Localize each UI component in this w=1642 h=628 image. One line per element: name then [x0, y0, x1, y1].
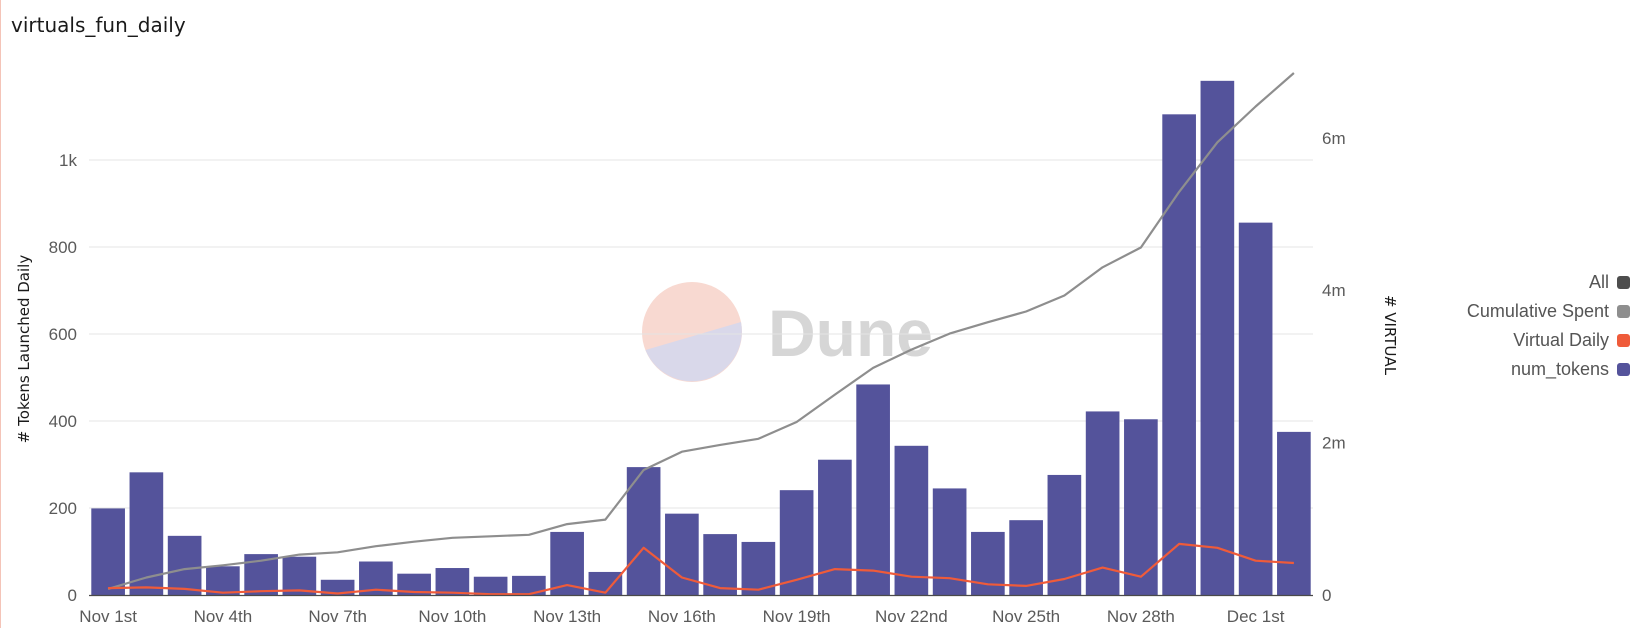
y2-tick-label: 6m — [1322, 129, 1346, 148]
x-tick-label: Nov 4th — [194, 607, 253, 626]
bar-num-tokens[interactable] — [1009, 520, 1043, 595]
bar-num-tokens[interactable] — [1124, 419, 1158, 595]
line-series — [107, 72, 1295, 596]
x-tick-label: Nov 1st — [79, 607, 137, 626]
legend-label: num_tokens — [1510, 359, 1609, 379]
bar-num-tokens[interactable] — [1085, 411, 1120, 595]
x-tick-label: Nov 22nd — [875, 607, 948, 626]
bar-num-tokens[interactable] — [167, 535, 202, 595]
bar-num-tokens[interactable] — [1277, 431, 1311, 595]
y2-tick-label: 4m — [1322, 281, 1346, 300]
y2-tick-label: 2m — [1322, 434, 1346, 453]
legend-item-virtual-daily[interactable]: Virtual Daily — [1467, 326, 1630, 355]
watermark-text: Dune — [768, 296, 933, 370]
bar-num-tokens[interactable] — [397, 573, 431, 595]
axes: 0 200 400 600 800 1k 0 2m 4m 6m Nov 1st Nov 4th Nov … — [15, 129, 1399, 626]
bar-num-tokens[interactable] — [91, 508, 125, 595]
bar-num-tokens[interactable] — [894, 445, 929, 595]
dune-watermark: Dune — [642, 282, 933, 382]
watermark-lower-half — [645, 322, 742, 382]
legend-label: All — [1588, 272, 1609, 292]
x-tick-label: Nov 16th — [648, 607, 716, 626]
x-tick-label: Nov 28th — [1107, 607, 1175, 626]
legend-swatch — [1617, 305, 1630, 318]
x-tick-label: Nov 25th — [992, 607, 1060, 626]
bar-num-tokens[interactable] — [206, 566, 240, 595]
x-tick-label: Nov 19th — [763, 607, 831, 626]
num-tokens-bars — [91, 80, 1311, 595]
bar-num-tokens[interactable] — [473, 576, 508, 595]
bar-num-tokens[interactable] — [1047, 474, 1082, 595]
y-tick-label: 400 — [49, 412, 77, 431]
bar-num-tokens[interactable] — [818, 459, 852, 595]
legend-label: Cumulative Spent — [1466, 301, 1609, 321]
grid-lines — [89, 159, 1313, 509]
bar-num-tokens[interactable] — [665, 513, 699, 595]
x-tick-label: Dec 1st — [1227, 607, 1285, 626]
bar-num-tokens[interactable] — [1200, 80, 1235, 595]
bar-num-tokens[interactable] — [626, 467, 661, 595]
bar-num-tokens[interactable] — [435, 568, 470, 595]
legend-swatch — [1617, 276, 1630, 289]
line-cumulative-spent[interactable] — [107, 72, 1295, 590]
line-virtual-daily[interactable] — [108, 542, 1294, 596]
left-border — [0, 0, 1, 628]
legend-item-all[interactable]: All — [1467, 268, 1630, 297]
y-axis-title: # Tokens Launched Daily — [15, 255, 33, 444]
bar-num-tokens[interactable] — [1162, 114, 1196, 595]
y2-tick-label: 0 — [1322, 586, 1331, 605]
legend-item-num-tokens[interactable]: num_tokens — [1467, 355, 1630, 384]
bar-num-tokens[interactable] — [1238, 222, 1273, 595]
x-tick-label: Nov 10th — [418, 607, 486, 626]
y-tick-label: 600 — [49, 325, 77, 344]
y2-axis-title: # VIRTUAL — [1381, 295, 1399, 376]
bar-num-tokens[interactable] — [588, 571, 623, 595]
legend-swatch — [1617, 363, 1630, 376]
legend-swatch — [1617, 334, 1630, 347]
y-tick-label: 0 — [68, 586, 77, 605]
legend-label: Virtual Daily — [1513, 330, 1609, 350]
legend-item-cumulative-spent[interactable]: Cumulative Spent — [1467, 297, 1630, 326]
chart-title: virtuals_fun_daily — [11, 13, 186, 37]
bar-num-tokens[interactable] — [320, 579, 355, 595]
y-tick-label: 800 — [49, 238, 77, 257]
bar-num-tokens[interactable] — [856, 384, 890, 595]
bar-num-tokens[interactable] — [512, 575, 546, 595]
bar-num-tokens[interactable] — [282, 556, 317, 595]
legend: All Cumulative Spent Virtual Daily num_toke… — [1467, 268, 1630, 384]
x-tick-label: Nov 7th — [308, 607, 367, 626]
y-tick-label: 200 — [49, 499, 77, 518]
y-tick-label: 1k — [59, 151, 77, 170]
x-tick-label: Nov 13th — [533, 607, 601, 626]
